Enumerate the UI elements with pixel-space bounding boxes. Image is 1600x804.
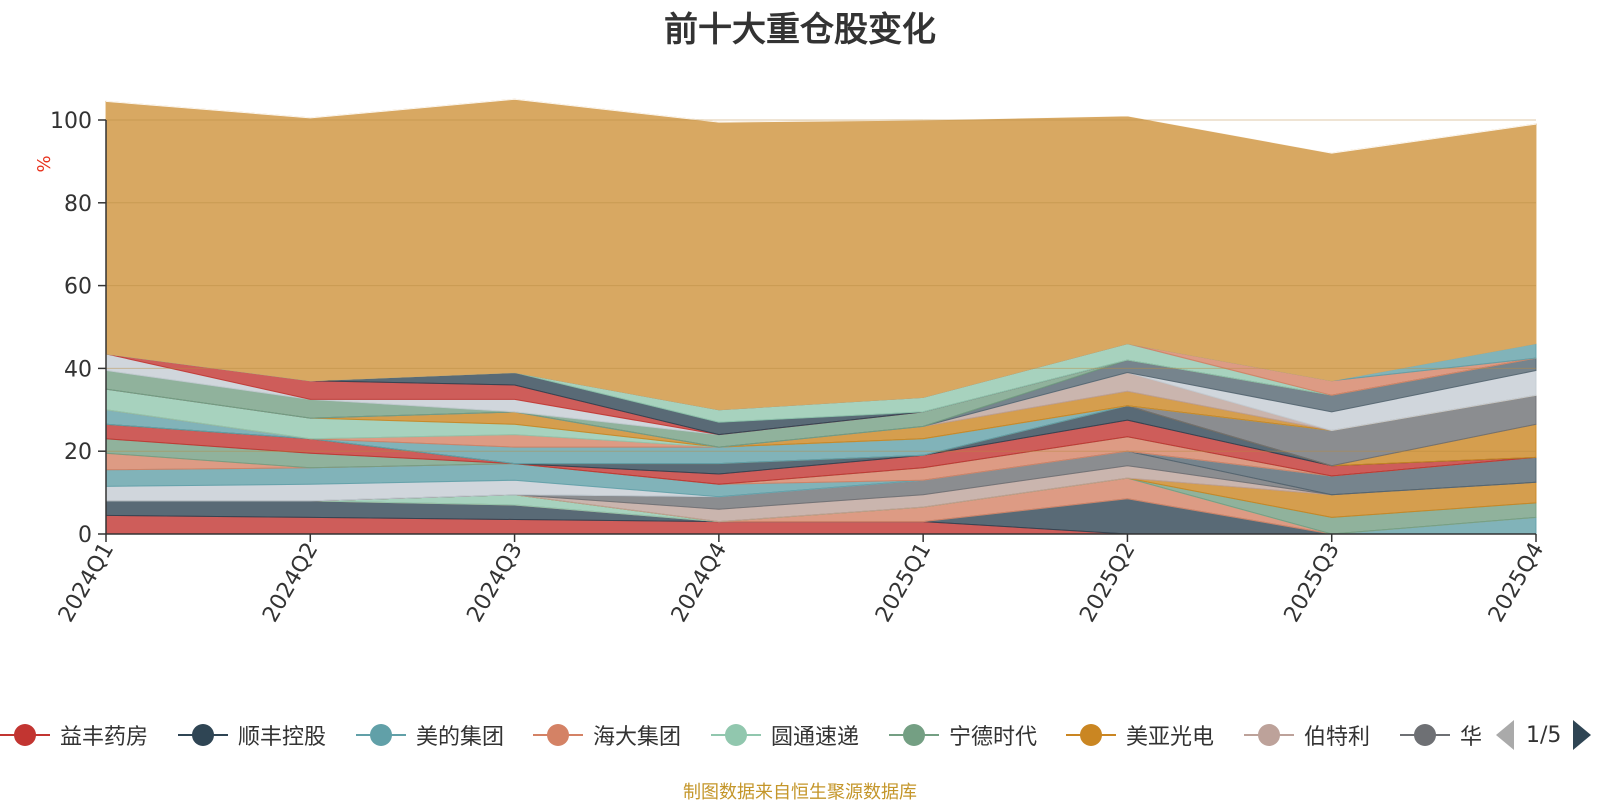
legend-page-indicator: 1/5 [1526, 722, 1562, 748]
legend-symbol-icon [0, 720, 50, 750]
x-tick-label: 2025Q3 [1280, 539, 1345, 627]
x-tick-label: 2024Q2 [258, 539, 323, 627]
y-tick-label: 80 [64, 192, 92, 217]
stacked-area-chart: 0 20 40 60 80 100 2024Q1 2024Q2 2024Q3 2024Q4 2025… [34, 98, 1549, 627]
legend-symbol-icon [711, 720, 761, 750]
legend-label: 宁德时代 [949, 725, 1038, 750]
legend-item[interactable]: 伯特利 [1244, 705, 1370, 765]
x-tick-label: 2024Q1 [54, 539, 119, 627]
legend-symbol-icon [1066, 720, 1116, 750]
legend-item[interactable]: 圆通速递 [711, 705, 859, 765]
legend-label: 圆通速递 [771, 725, 860, 750]
legend-label: 华… [1460, 725, 1484, 750]
legend-label: 顺丰控股 [238, 725, 327, 750]
y-tick-label: 0 [78, 523, 92, 548]
area-series-32[interactable] [105, 98, 1537, 411]
x-tick-label: 2025Q1 [871, 539, 936, 627]
y-tick-label: 100 [50, 109, 92, 134]
legend-label: 海大集团 [593, 725, 682, 750]
legend-item[interactable]: 海大集团 [533, 705, 681, 765]
legend-next-page-button[interactable] [1573, 720, 1592, 750]
legend-item[interactable]: 华… [1400, 705, 1484, 765]
legend-symbol-icon [889, 720, 939, 750]
legend-label: 益丰药房 [60, 725, 149, 750]
x-tick-label: 2024Q4 [667, 539, 732, 627]
legend-items: 益丰药房 顺丰控股 美的集团 海大集团 圆通速递 宁德时代 美亚光电 伯特利 华… [0, 705, 1484, 765]
legend-item[interactable]: 美的集团 [356, 705, 504, 765]
legend-pager: 1/5 [1496, 705, 1600, 765]
x-tick-label: 2025Q4 [1484, 539, 1549, 627]
area-series-33[interactable] [105, 98, 1537, 154]
legend-item[interactable]: 益丰药房 [0, 705, 148, 765]
legend-item[interactable]: 宁德时代 [889, 705, 1037, 765]
x-tick-label: 2024Q3 [462, 539, 527, 627]
legend-label: 美亚光电 [1126, 725, 1215, 750]
legend-symbol-icon [1400, 720, 1450, 750]
legend-symbol-icon [178, 720, 228, 750]
legend-prev-page-button[interactable] [1496, 720, 1514, 750]
x-tick-label: 2025Q2 [1075, 539, 1140, 627]
grid-lines [106, 119, 1536, 452]
y-tick-label: 20 [64, 440, 92, 465]
legend-symbol-icon [356, 720, 406, 750]
plot-areas [105, 98, 1537, 535]
legend-label: 伯特利 [1304, 725, 1371, 750]
legend-item[interactable]: 美亚光电 [1066, 705, 1214, 765]
legend-symbol-icon [1244, 720, 1294, 750]
legend: 益丰药房 顺丰控股 美的集团 海大集团 圆通速递 宁德时代 美亚光电 伯特利 华… 1/5 [0, 705, 1600, 765]
legend-label: 美的集团 [416, 725, 505, 750]
y-axis-unit-label: % [34, 155, 55, 172]
y-tick-label: 40 [64, 357, 92, 382]
legend-item[interactable]: 顺丰控股 [178, 705, 326, 765]
y-tick-label: 60 [64, 275, 92, 300]
source-note: 制图数据来自恒生聚源数据库 [683, 782, 917, 803]
chart-title: 前十大重仓股变化 [664, 10, 936, 50]
legend-symbol-icon [533, 720, 583, 750]
